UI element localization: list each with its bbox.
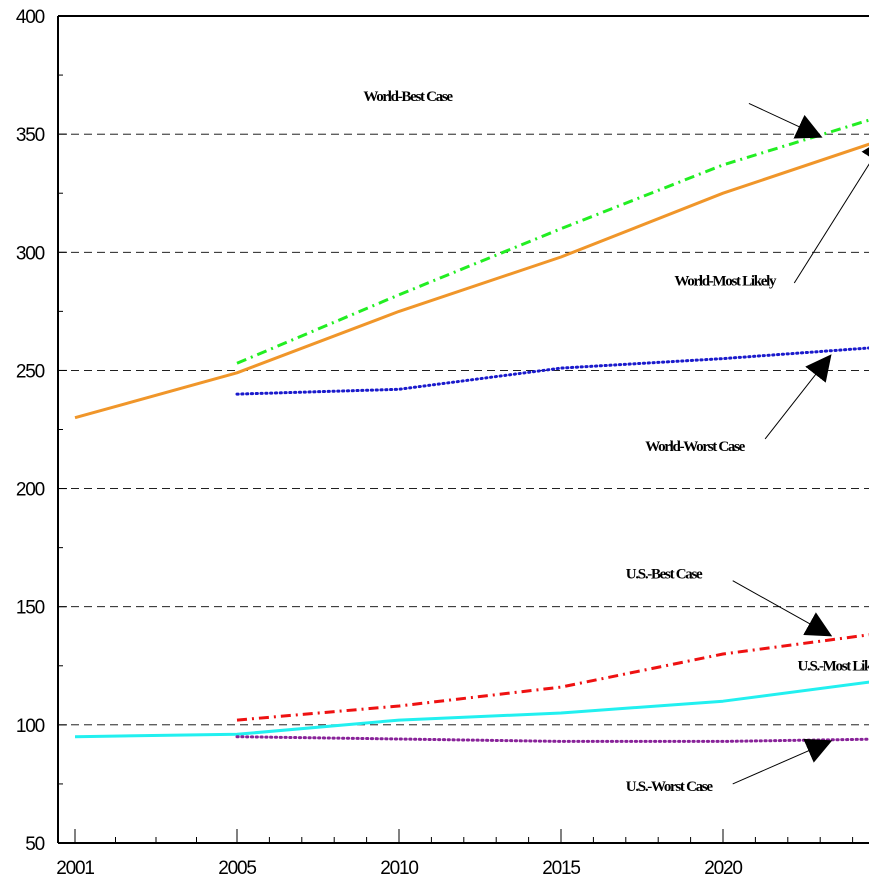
series-us-worst xyxy=(235,735,869,743)
annotation-label-4: U.S.-Most Likely xyxy=(798,659,869,675)
y-tick-label-400: 400 xyxy=(16,7,45,28)
series-layer xyxy=(74,118,869,743)
x-tick-label-2010: 2010 xyxy=(380,858,418,879)
annotation-label-1: World-Most Likely xyxy=(674,273,777,289)
series-us-most-likely xyxy=(74,680,869,739)
x-tick-label-2001: 2001 xyxy=(56,858,94,879)
annotation-label-0: World-Best Case xyxy=(363,89,453,105)
y-tick-label-150: 150 xyxy=(16,598,45,619)
y-tick-label-200: 200 xyxy=(16,480,45,501)
y-tick-label-50: 50 xyxy=(25,834,44,855)
annotation-arrow-0 xyxy=(748,102,823,139)
y-tick-label-250: 250 xyxy=(16,361,45,382)
x-tick-label-2020: 2020 xyxy=(704,858,742,879)
annotation-arrow-5 xyxy=(732,738,833,785)
annotation-label-5: U.S.-Worst Case xyxy=(626,779,714,795)
annotation-arrow-3 xyxy=(732,580,833,637)
annotations: World-Best Case World-Most Likely World-Wo… xyxy=(363,89,869,795)
annotation-arrow-2 xyxy=(764,354,832,440)
annotation-label-2: World-Worst Case xyxy=(645,439,745,455)
x-tick-label-2005: 2005 xyxy=(218,858,256,879)
y-tick-label-100: 100 xyxy=(16,716,45,737)
x-tick-label-2015: 2015 xyxy=(542,858,580,879)
y-tick-label-300: 300 xyxy=(16,243,45,264)
gridlines xyxy=(58,133,869,726)
series-world-best xyxy=(236,118,869,365)
annotation-label-3: U.S.-Best Case xyxy=(626,566,703,582)
series-world-worst xyxy=(235,346,869,396)
y-tick-label-350: 350 xyxy=(16,125,45,146)
axes: 400 350 300 250 200 150 100 50 2001 2005 2010 2015 2… xyxy=(16,7,869,879)
series-us-best xyxy=(236,633,869,722)
series-world-most-likely xyxy=(74,142,869,420)
annotation-arrow-1 xyxy=(793,136,869,284)
